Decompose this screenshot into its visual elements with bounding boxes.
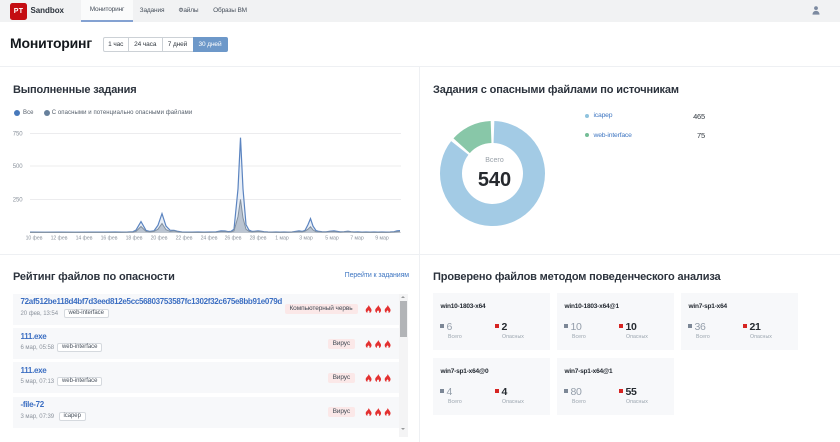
svg-text:1 мар: 1 мар [275,236,289,242]
svg-text:7 мар: 7 мар [350,236,364,242]
svg-text:14 фев: 14 фев [76,236,93,242]
svg-text:20 фев: 20 фев [151,236,168,242]
svg-text:12 фев: 12 фев [51,236,68,242]
svg-text:3 мар: 3 мар [299,236,313,242]
svg-text:26 фев: 26 фев [225,236,242,242]
svg-text:10 фев: 10 фев [26,236,43,242]
svg-text:18 фев: 18 фев [126,236,143,242]
svg-text:22 фев: 22 фев [176,236,193,242]
svg-text:5 мар: 5 мар [325,236,339,242]
svg-text:500: 500 [13,164,23,170]
svg-text:16 фев: 16 фев [101,236,118,242]
svg-text:28 фев: 28 фев [250,236,267,242]
svg-text:9 мар: 9 мар [375,236,389,242]
svg-text:750: 750 [13,132,23,138]
svg-text:24 фев: 24 фев [201,236,218,242]
svg-text:250: 250 [13,198,23,204]
